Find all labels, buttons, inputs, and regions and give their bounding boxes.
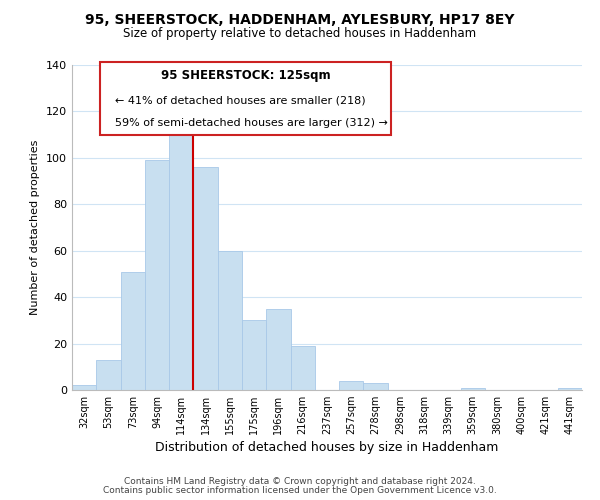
Bar — [193, 167, 218, 390]
X-axis label: Distribution of detached houses by size in Haddenham: Distribution of detached houses by size … — [155, 442, 499, 454]
Bar — [242, 320, 266, 390]
Bar — [121, 272, 145, 390]
Text: Size of property relative to detached houses in Haddenham: Size of property relative to detached ho… — [124, 28, 476, 40]
Bar — [72, 386, 96, 390]
Text: ← 41% of detached houses are smaller (218): ← 41% of detached houses are smaller (21… — [115, 96, 366, 106]
Y-axis label: Number of detached properties: Number of detached properties — [31, 140, 40, 315]
Text: Contains HM Land Registry data © Crown copyright and database right 2024.: Contains HM Land Registry data © Crown c… — [124, 477, 476, 486]
Bar — [461, 388, 485, 390]
Bar — [290, 346, 315, 390]
Bar — [96, 360, 121, 390]
FancyBboxPatch shape — [100, 62, 391, 135]
Text: 59% of semi-detached houses are larger (312) →: 59% of semi-detached houses are larger (… — [115, 118, 388, 128]
Bar — [364, 383, 388, 390]
Text: 95 SHEERSTOCK: 125sqm: 95 SHEERSTOCK: 125sqm — [161, 70, 330, 82]
Bar — [558, 388, 582, 390]
Text: Contains public sector information licensed under the Open Government Licence v3: Contains public sector information licen… — [103, 486, 497, 495]
Bar — [218, 250, 242, 390]
Bar — [145, 160, 169, 390]
Text: 95, SHEERSTOCK, HADDENHAM, AYLESBURY, HP17 8EY: 95, SHEERSTOCK, HADDENHAM, AYLESBURY, HP… — [85, 12, 515, 26]
Bar — [266, 309, 290, 390]
Bar — [169, 118, 193, 390]
Bar — [339, 380, 364, 390]
